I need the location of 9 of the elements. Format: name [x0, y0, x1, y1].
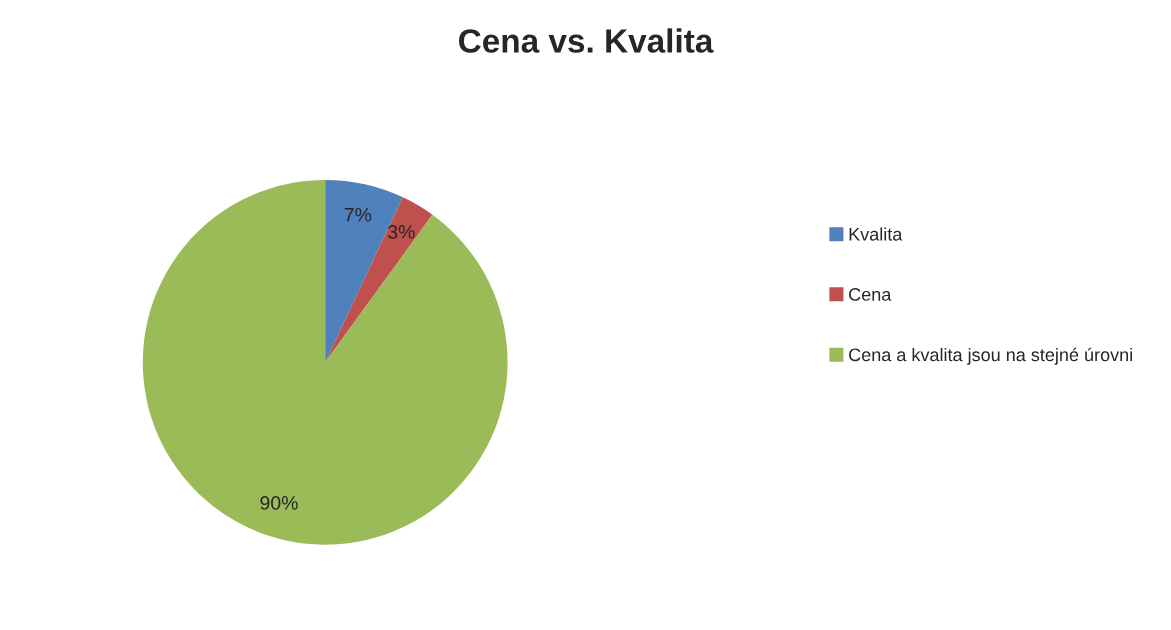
data-label: 90% [260, 496, 298, 510]
legend-label: Cena [849, 288, 892, 301]
chart-title: Cena vs. Kvalita [459, 28, 714, 53]
legend-label: Cena a kvalita jsou na stejné úrovni [849, 347, 1132, 365]
pie-slice [142, 179, 508, 545]
legend-label: Kvalita [849, 227, 903, 241]
data-label: 7% [344, 207, 372, 222]
pie-slice [325, 197, 433, 363]
data-label: 3% [388, 225, 415, 239]
